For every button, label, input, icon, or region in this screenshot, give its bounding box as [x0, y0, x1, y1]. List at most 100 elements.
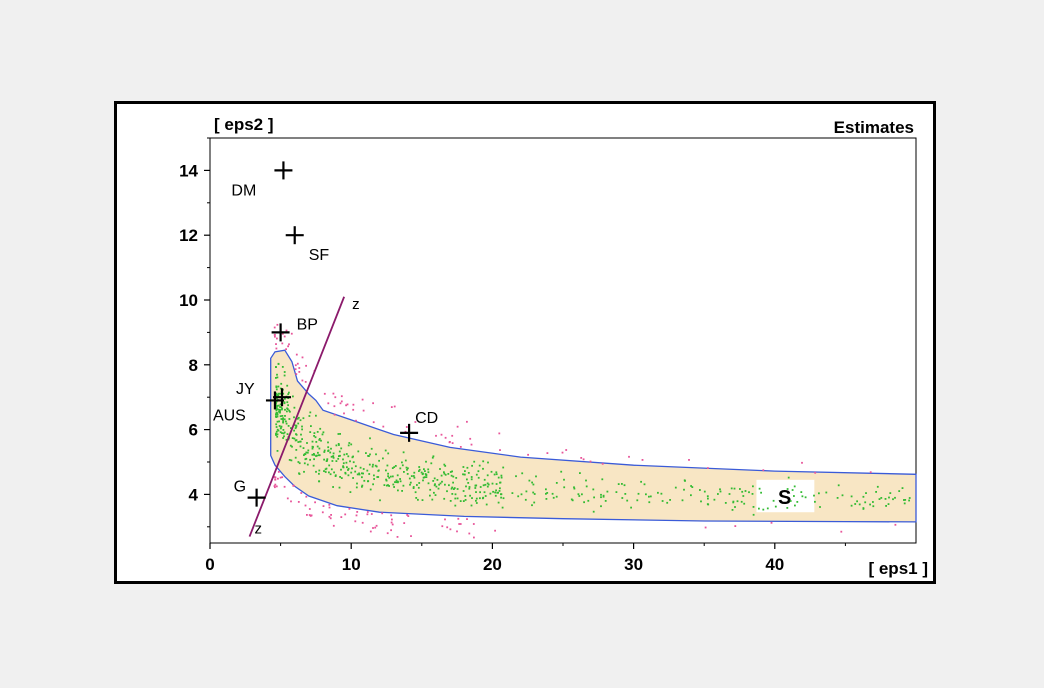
sim-point: [371, 465, 374, 468]
sim-point: [318, 439, 321, 441]
sim-point: [908, 499, 910, 502]
sim-point: [293, 406, 296, 409]
outlier-point: [308, 514, 311, 516]
outlier-point: [456, 530, 458, 533]
outlier-point: [565, 449, 568, 451]
sim-point: [862, 507, 865, 509]
sim-point: [313, 435, 315, 437]
sim-point: [495, 483, 498, 485]
sim-point: [279, 406, 281, 408]
sim-point: [581, 493, 583, 496]
sim-point: [395, 481, 398, 484]
estimate-label-cd: CD: [415, 410, 438, 427]
sim-point: [350, 471, 353, 474]
sim-point: [290, 427, 292, 429]
sim-point: [483, 491, 486, 494]
outlier-point: [314, 501, 316, 504]
sim-point: [500, 474, 503, 477]
sim-point: [887, 503, 890, 505]
sim-point: [276, 433, 279, 436]
outlier-point: [391, 523, 394, 526]
sim-point: [391, 467, 394, 469]
outlier-point: [294, 368, 297, 371]
sim-point: [730, 487, 733, 490]
outlier-point: [340, 395, 343, 398]
estimate-label-dm: DM: [231, 182, 256, 199]
sim-point: [314, 436, 317, 439]
outlier-point: [361, 521, 364, 524]
outlier-point: [469, 437, 472, 440]
sim-point: [275, 385, 278, 388]
sim-point: [275, 409, 278, 411]
sim-point: [403, 471, 405, 473]
sim-point: [277, 404, 280, 407]
sim-point: [284, 415, 286, 417]
sim-point: [323, 451, 326, 453]
sim-point: [468, 486, 471, 488]
outlier-point: [390, 529, 392, 532]
sim-point: [306, 463, 309, 466]
sim-point: [453, 487, 456, 489]
sim-point: [345, 461, 348, 464]
sim-point: [427, 471, 430, 474]
sim-point: [347, 444, 350, 447]
sim-point: [438, 483, 440, 486]
sim-point: [489, 492, 492, 495]
sim-point: [424, 473, 427, 475]
sim-point: [276, 413, 279, 416]
sim-point: [305, 451, 308, 454]
sim-point: [313, 453, 315, 455]
sim-point: [492, 490, 494, 493]
outlier-point: [770, 521, 773, 524]
region-s: [270, 349, 917, 523]
sim-point: [361, 485, 363, 488]
sim-point: [606, 490, 609, 493]
sim-point: [342, 465, 344, 468]
sim-point: [475, 499, 477, 502]
sim-point: [406, 468, 408, 471]
sim-point: [414, 491, 417, 494]
sim-point: [878, 498, 881, 500]
sim-point: [524, 498, 527, 501]
sim-point: [762, 508, 765, 511]
outlier-point: [276, 337, 278, 340]
outlier-point: [332, 392, 335, 395]
sim-point: [425, 476, 428, 478]
outlier-point: [441, 525, 444, 528]
outlier-point: [340, 400, 343, 403]
sim-point: [497, 501, 500, 504]
sim-point: [342, 466, 345, 468]
sim-point: [615, 491, 618, 493]
sim-point: [475, 497, 478, 500]
sim-point: [796, 501, 799, 503]
sim-point: [332, 455, 335, 457]
sim-point: [275, 415, 277, 418]
sim-point: [583, 501, 585, 504]
sim-point: [326, 459, 328, 462]
sim-point: [313, 454, 316, 456]
sim-point: [475, 502, 478, 504]
sim-point: [276, 376, 279, 379]
sim-point: [743, 502, 746, 505]
sim-point: [470, 478, 473, 481]
outlier-point: [287, 345, 289, 348]
outlier-point: [459, 523, 462, 525]
outlier-point: [390, 514, 393, 517]
x-tick-label: 40: [765, 555, 784, 574]
sim-point: [393, 486, 395, 488]
sim-point: [497, 491, 499, 494]
line-z-label-top: z: [352, 296, 360, 313]
sim-point: [422, 476, 425, 479]
sim-point: [643, 483, 646, 486]
sim-point: [334, 475, 337, 477]
outlier-point: [869, 471, 872, 474]
sim-point: [337, 433, 340, 435]
sim-point: [464, 495, 467, 497]
outlier-point: [444, 518, 446, 521]
sim-point: [312, 464, 315, 467]
outlier-point: [281, 476, 284, 479]
outlier-point: [406, 514, 409, 516]
outlier-point: [382, 425, 385, 428]
sim-point: [465, 485, 467, 488]
sim-point: [563, 486, 566, 489]
